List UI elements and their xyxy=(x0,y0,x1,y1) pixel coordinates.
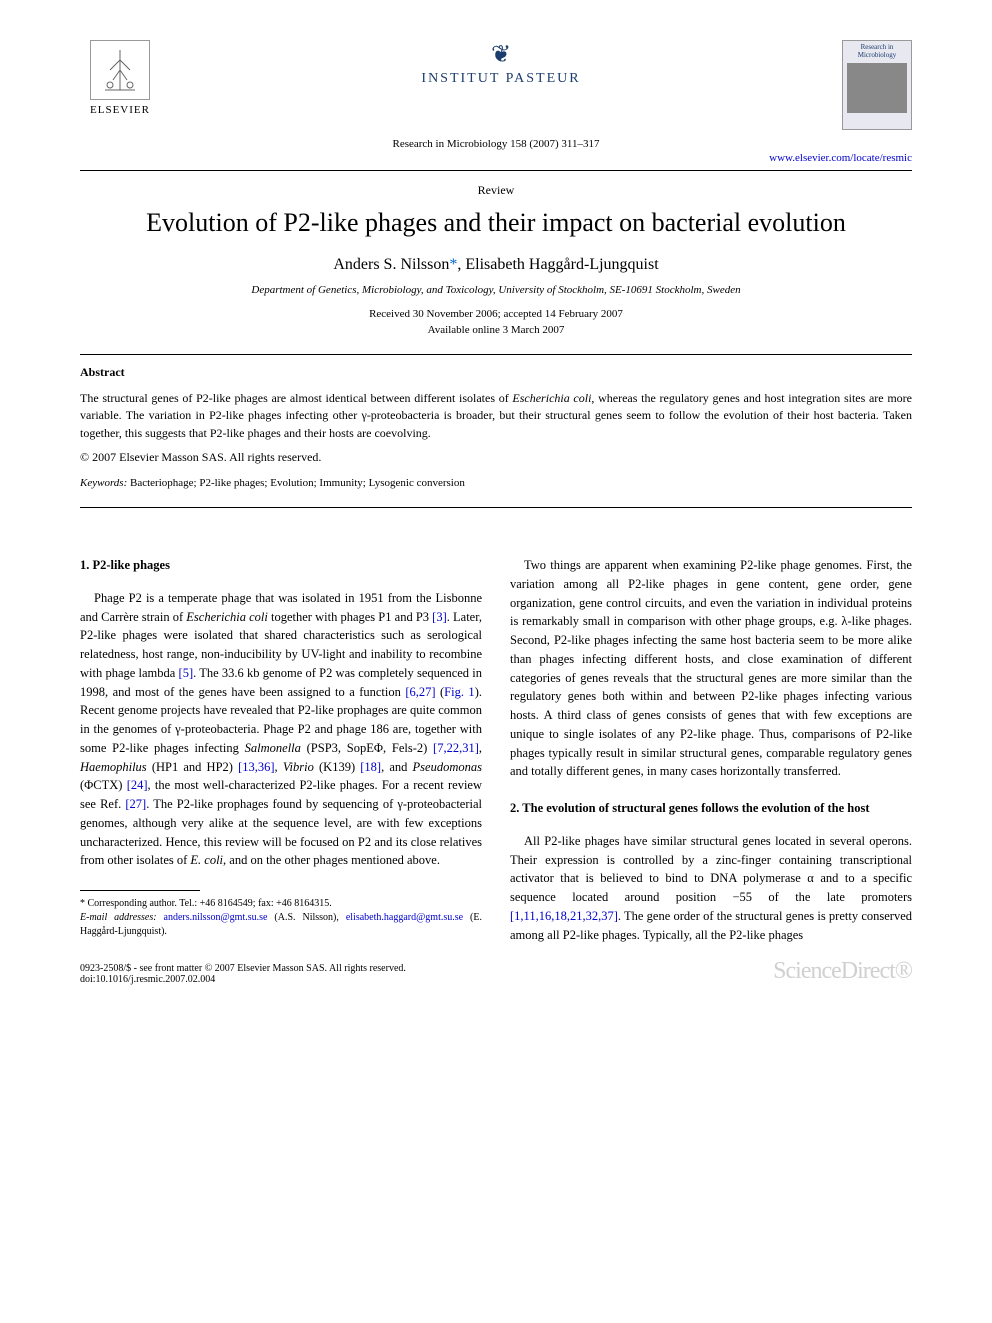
header-rule xyxy=(80,170,912,171)
issn-line: 0923-2508/$ - see front matter © 2007 El… xyxy=(80,963,406,974)
section-2-heading: 2. The evolution of structural genes fol… xyxy=(510,799,912,818)
cover-title: Research in Microbiology xyxy=(845,43,909,59)
journal-reference: Research in Microbiology 158 (2007) 311–… xyxy=(80,138,912,150)
elsevier-logo: ELSEVIER xyxy=(80,40,160,116)
keywords-line: Keywords: Bacteriophage; P2-like phages;… xyxy=(80,477,912,489)
footer-row: 0923-2508/$ - see front matter © 2007 El… xyxy=(80,958,912,985)
ref-link[interactable]: [7,22,31] xyxy=(433,741,479,755)
section-2-para-1: All P2-like phages have similar structur… xyxy=(510,832,912,945)
email-link-2[interactable]: elisabeth.haggard@gmt.su.se xyxy=(346,912,463,923)
institute-name: INSTITUT PASTEUR xyxy=(160,71,842,87)
elsevier-tree-icon xyxy=(90,40,150,100)
figure-link[interactable]: Fig. 1 xyxy=(444,685,475,699)
ref-link[interactable]: [18] xyxy=(360,760,381,774)
email-footnote: E-mail addresses: anders.nilsson@gmt.su.… xyxy=(80,911,482,939)
institute-swirl-icon: ❦ xyxy=(160,40,842,69)
email-label: E-mail addresses: xyxy=(80,912,157,923)
ref-link[interactable]: [5] xyxy=(179,666,194,680)
abstract-text: The structural genes of P2-like phages a… xyxy=(80,390,912,442)
section-1-para-1: Phage P2 is a temperate phage that was i… xyxy=(80,589,482,870)
ref-link[interactable]: [1,11,16,18,21,32,37] xyxy=(510,909,618,923)
keywords-text: Bacteriophage; P2-like phages; Evolution… xyxy=(127,477,465,489)
abstract-top-rule xyxy=(80,354,912,355)
affiliation: Department of Genetics, Microbiology, an… xyxy=(80,284,912,296)
ref-link[interactable]: [6,27] xyxy=(405,685,435,699)
online-date: Available online 3 March 2007 xyxy=(80,324,912,336)
corresponding-footnote: * Corresponding author. Tel.: +46 816454… xyxy=(80,897,482,911)
column-left: 1. P2-like phages Phage P2 is a temperat… xyxy=(80,556,482,944)
header-row: ELSEVIER ❦ INSTITUT PASTEUR Research in … xyxy=(80,40,912,130)
copyright-line: © 2007 Elsevier Masson SAS. All rights r… xyxy=(80,450,912,465)
col2-para-1: Two things are apparent when examining P… xyxy=(510,556,912,781)
ref-link[interactable]: [27] xyxy=(125,797,146,811)
body-columns: 1. P2-like phages Phage P2 is a temperat… xyxy=(80,556,912,944)
author-1: Anders S. Nilsson xyxy=(333,256,449,273)
journal-cover-thumbnail: Research in Microbiology xyxy=(842,40,912,130)
doi-line: doi:10.1016/j.resmic.2007.02.004 xyxy=(80,974,406,985)
author-2: , Elisabeth Haggård-Ljungquist xyxy=(457,256,658,273)
cover-image-placeholder xyxy=(847,63,907,113)
received-date: Received 30 November 2006; accepted 14 F… xyxy=(80,308,912,320)
footnote-separator xyxy=(80,890,200,891)
column-right: Two things are apparent when examining P… xyxy=(510,556,912,944)
authors-line: Anders S. Nilsson*, Elisabeth Haggård-Lj… xyxy=(80,256,912,274)
abstract-heading: Abstract xyxy=(80,365,912,380)
abstract-bottom-rule xyxy=(80,507,912,508)
ref-link[interactable]: [3] xyxy=(432,610,447,624)
section-1-heading: 1. P2-like phages xyxy=(80,556,482,575)
footer-left: 0923-2508/$ - see front matter © 2007 El… xyxy=(80,963,406,985)
ref-link[interactable]: [13,36] xyxy=(238,760,274,774)
article-title: Evolution of P2-like phages and their im… xyxy=(80,208,912,238)
sciencedirect-logo: ScienceDirect® xyxy=(773,958,912,985)
publisher-name: ELSEVIER xyxy=(90,104,150,116)
institute-block: ❦ INSTITUT PASTEUR xyxy=(160,40,842,91)
ref-link[interactable]: [24] xyxy=(127,778,148,792)
article-type-label: Review xyxy=(80,183,912,198)
email-link-1[interactable]: anders.nilsson@gmt.su.se xyxy=(164,912,268,923)
journal-link[interactable]: www.elsevier.com/locate/resmic xyxy=(80,152,912,164)
keywords-label: Keywords: xyxy=(80,477,127,489)
